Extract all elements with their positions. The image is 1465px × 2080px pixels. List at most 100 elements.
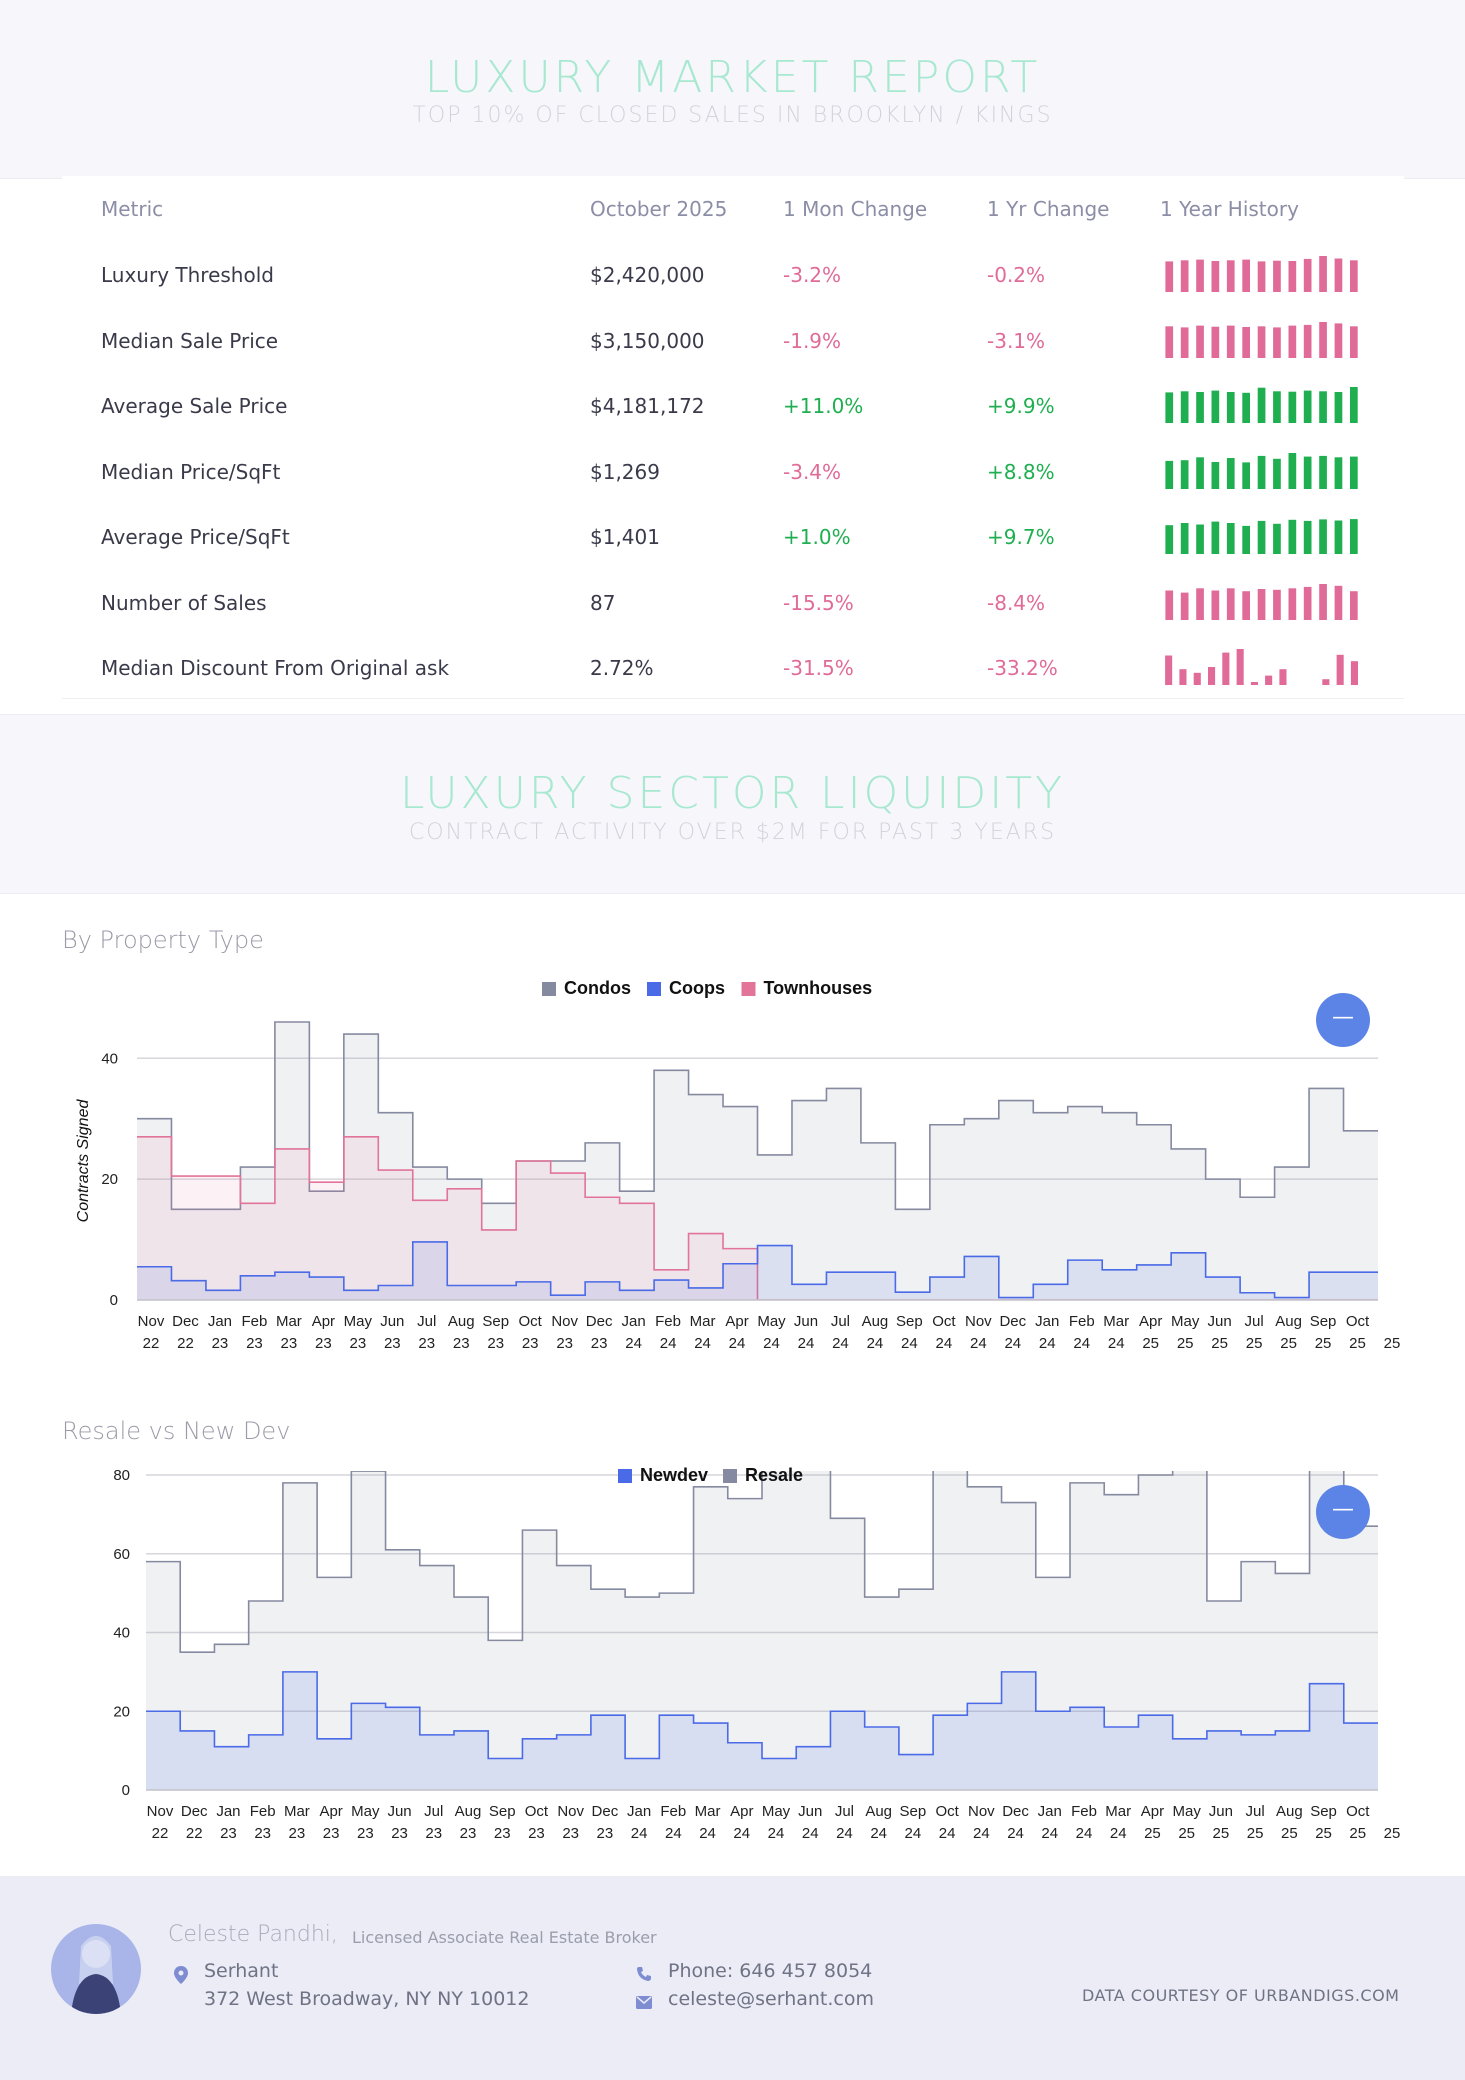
sparkline-bar [1196,325,1204,358]
x-tick-label: Oct [1346,1313,1370,1330]
x-tick-label: Apr [730,1803,753,1820]
sparkline-bar [1303,258,1312,292]
x-tick-label: 25 [1315,1335,1332,1352]
sparkline-bar [1273,260,1281,292]
x-tick-label: Jan [208,1313,232,1330]
x-tick-label: 23 [528,1825,545,1842]
sparkline-bar [1288,519,1297,554]
sparkline-bar [1226,587,1235,620]
property-type-chart: 0 20 40 Nov 22 Dec 22 Jan 23 Feb 23 Mar 23 Apr 23 May 23… [75,978,1400,1352]
x-tick-label: May [757,1313,786,1330]
metric-name: Average Price/SqFt [101,525,290,549]
x-tick-label: 22 [143,1335,160,1352]
sparkline-bar [1279,669,1287,685]
x-tick-label: Mar [690,1313,716,1330]
year-change: +9.7% [987,525,1055,549]
sparkline-bar [1211,521,1220,554]
history-sparkline [1165,387,1358,423]
x-tick-label: Jan [216,1803,240,1820]
sparkline-bar [1257,261,1266,292]
month-change: -1.9% [783,328,842,353]
metric-name: Median Discount From Original ask [101,656,450,680]
legend-swatch [647,982,661,996]
x-tick-label: 23 [357,1825,374,1842]
x-tick-label: Feb [660,1803,686,1820]
series-area-newdev [146,1671,1378,1790]
x-tick-label: Aug [1275,1313,1302,1330]
sparkline-bar [1242,326,1250,358]
metric-name: Number of Sales [101,590,267,615]
sparkline-bar [1288,587,1297,620]
collapse-button-resale[interactable]: — [1316,1485,1370,1539]
x-tick-label: 23 [522,1335,539,1352]
sparkline-bar [1179,669,1187,685]
x-tick-label: 24 [763,1335,780,1352]
x-tick-label: 23 [494,1825,511,1842]
agent-avatar [51,1924,141,2014]
sparkline-bar [1303,456,1312,489]
y-tick-label: 0 [110,1292,118,1309]
x-tick-label: 25 [1211,1335,1228,1352]
x-tick-label: Dec [999,1313,1026,1330]
agent-email[interactable]: celeste@serhant.com [668,1988,875,2010]
x-tick-label: 25 [1178,1825,1195,1842]
sparkline-bar [1303,586,1312,620]
sparkline-bar [1211,326,1220,358]
x-tick-label: 25 [1177,1335,1194,1352]
sparkline-bar [1350,661,1358,685]
sparkline-bar [1319,519,1327,554]
sparkline-bar [1334,392,1343,423]
sparkline-bar [1242,392,1250,423]
x-tick-label: Nov [557,1803,584,1820]
x-tick-label: Aug [865,1803,892,1820]
x-tick-label: Mar [1103,1313,1129,1330]
table-row: Average Price/SqFt $1,401 +1.0% +9.7% [62,504,1404,570]
legend-swatch [741,982,756,996]
sparkline-bar [1288,452,1297,489]
y-tick-label: 80 [113,1467,130,1484]
x-tick-label: Feb [250,1803,276,1820]
x-tick-label: 23 [349,1335,366,1352]
x-tick-label: 24 [1110,1825,1127,1842]
legend-label: Resale [745,1465,803,1485]
x-tick-label: Oct [935,1803,959,1820]
sparkline-bar [1350,456,1358,489]
sparkline-bar [1288,391,1297,423]
x-tick-label: Apr [312,1313,335,1330]
y-tick-label: 20 [101,1171,118,1188]
x-tick-label: 25 [1247,1825,1264,1842]
x-tick-label: 25 [1142,1335,1159,1352]
location-pin-icon [174,1966,188,1988]
metric-name: Median Price/SqFt [101,459,281,484]
x-tick-label: Jun [387,1803,411,1820]
agent-role: Licensed Associate Real Estate Broker [352,1928,657,1947]
x-tick-label: Apr [1141,1803,1164,1820]
sparkline-bar [1350,325,1358,358]
sparkline-bar [1226,523,1235,554]
sparkline-bar [1303,390,1312,423]
collapse-button-property[interactable]: — [1316,993,1370,1047]
metric-name: Average Sale Price [101,394,288,418]
x-tick-label: Mar [1105,1803,1131,1820]
series-line-resale [146,1471,1378,1653]
sparkline-bar [1250,682,1258,685]
sparkline-bar [1165,392,1174,423]
x-tick-label: Jun [794,1313,818,1330]
sparkline-bar [1242,461,1250,489]
year-change: -8.4% [987,590,1046,615]
x-tick-label: 24 [1007,1825,1024,1842]
report-header [0,0,1465,179]
legend-swatch [723,1469,737,1483]
x-tick-label: 23 [289,1825,306,1842]
sparkline-bar [1196,587,1204,620]
table-row: Median Discount From Original ask 2.72% -3… [62,635,1404,701]
table-row: Median Sale Price $3,150,000 -1.9% -3.1% [62,308,1404,374]
year-change: -33.2% [987,656,1058,680]
x-tick-label: Sep [900,1803,927,1820]
year-change: -3.1% [987,328,1046,353]
x-tick-label: 23 [487,1335,504,1352]
x-tick-label: 23 [315,1335,332,1352]
sparkline-bar [1180,523,1189,554]
agent-phone[interactable]: Phone: 646 457 8054 [668,1960,873,1982]
sparkline-bar [1165,460,1174,489]
